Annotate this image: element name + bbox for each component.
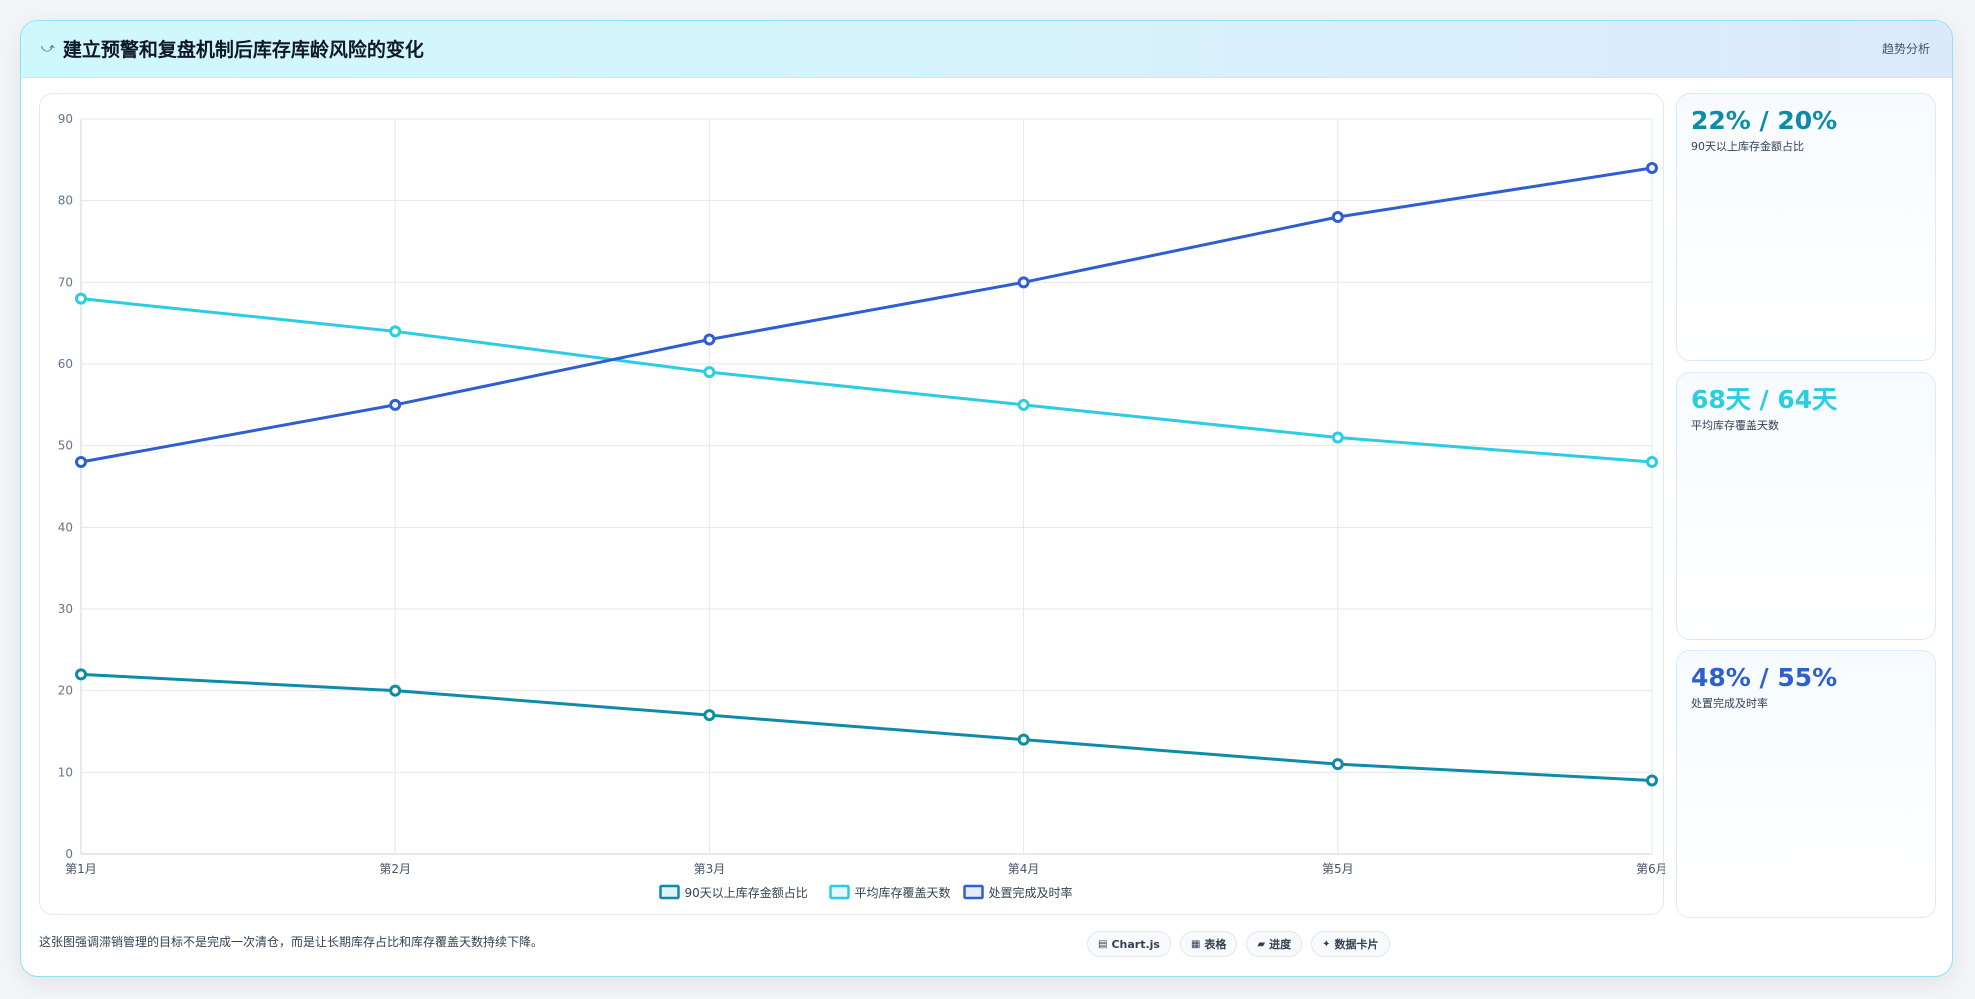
x-tick-label: 第4月 (1008, 862, 1040, 876)
y-tick-label: 90 (58, 112, 73, 126)
chart-type-tag: 趋势分析 (1881, 42, 1930, 56)
x-tick-label: 第5月 (1322, 862, 1354, 876)
legend-label-0: 90天以上库存金额占比 (685, 885, 808, 900)
y-tick-label: 80 (58, 194, 73, 208)
data-point (703, 709, 716, 722)
kpi-card-coverage-days: 68天 / 64天 平均库存覆盖天数 (1676, 372, 1936, 640)
data-point (75, 668, 87, 681)
series-line-0 (80, 672, 1653, 782)
card-header: ⤻ 建立预警和复盘机制后库存库龄风险的变化 趋势分析 (21, 21, 1952, 78)
kpi-label: 90天以上库存金额占比 (1691, 140, 1804, 153)
data-point (389, 398, 402, 411)
x-tick-label: 第3月 (694, 862, 726, 876)
x-tick-label: 第6月 (1636, 862, 1665, 876)
kpi-label: 平均库存覆盖天数 (1691, 419, 1779, 432)
chip-table[interactable]: ▦ 表格 (1179, 931, 1238, 957)
y-tick-label: 60 (58, 357, 73, 371)
data-point (1331, 431, 1344, 444)
y-tick-label: 50 (58, 439, 73, 453)
data-point (1017, 733, 1030, 746)
y-tick-label: 40 (58, 520, 73, 534)
tech-chips: ▤ Chart.js ▦ 表格 ▰ 进度 ✦ 数据卡片 (1087, 931, 1399, 957)
kpi-card-disposal-rate: 48% / 55% 处置完成及时率 (1676, 650, 1936, 918)
progress-icon: ▰ (1257, 938, 1266, 950)
chart-panel: 0 10 20 30 40 50 60 70 80 90 第1月 第2月 第3月 第4月 第5月 第6月 90天… (39, 93, 1665, 915)
footer-note: 这张图强调滞销管理的目标不是完成一次清仓，而是让长期库存占比和库存覆盖天数持续下… (39, 935, 544, 949)
kpi-value: 48% / 55% (1691, 663, 1838, 692)
data-point (1646, 456, 1658, 468)
data-point (1331, 211, 1344, 223)
data-point (389, 325, 402, 338)
data-point (1646, 162, 1658, 174)
kpi-value: 22% / 20% (1691, 106, 1838, 135)
chip-data-card[interactable]: ✦ 数据卡片 (1311, 931, 1390, 957)
kpi-card-aged-inventory: 22% / 20% 90天以上库存金额占比 (1676, 93, 1936, 361)
x-tick-label: 第1月 (65, 862, 97, 876)
data-point (1331, 758, 1344, 771)
series-line-2 (80, 166, 1653, 464)
y-tick-label: 10 (58, 765, 73, 779)
legend-swatch-1 (829, 884, 850, 900)
y-tick-label: 20 (58, 684, 73, 698)
y-tick-label: 70 (58, 275, 73, 289)
page-title: 建立预警和复盘机制后库存库龄风险的变化 (62, 39, 424, 61)
legend-label-2: 处置完成及时率 (989, 885, 1073, 900)
data-point (703, 333, 716, 346)
chartjs-icon: ▤ (1098, 938, 1108, 950)
y-tick-label: 0 (65, 847, 73, 861)
data-point (75, 292, 87, 305)
series-line-1 (80, 297, 1653, 464)
line-chart: 0 10 20 30 40 50 60 70 80 90 第1月 第2月 第3月 第4月 第5月 第6月 90天… (58, 112, 1665, 900)
title-wrap: ⤻ 建立预警和复盘机制后库存库龄风险的变化 (41, 35, 424, 62)
legend-swatch-2 (963, 884, 984, 900)
x-tick-label: 第2月 (379, 862, 411, 876)
chip-label: 数据卡片 (1334, 938, 1379, 951)
chip-label: 进度 (1269, 938, 1292, 951)
kpi-value: 68天 / 64天 (1691, 385, 1838, 414)
y-tick-label: 30 (58, 602, 73, 616)
kpi-label: 处置完成及时率 (1691, 697, 1768, 710)
table-icon: ▦ (1190, 938, 1201, 950)
data-point (703, 366, 716, 379)
chart-line-icon: ⤻ (41, 41, 55, 56)
chip-label: 表格 (1204, 938, 1227, 951)
legend-label-1: 平均库存覆盖天数 (855, 885, 951, 900)
data-point (75, 456, 87, 468)
data-point (389, 684, 402, 697)
data-point (1017, 398, 1030, 411)
data-card-icon: ✦ (1322, 938, 1331, 950)
chip-label: Chart.js (1111, 937, 1160, 951)
data-point (1646, 774, 1658, 787)
chip-chartjs[interactable]: ▤ Chart.js (1087, 931, 1171, 957)
chart-card: ⤻ 建立预警和复盘机制后库存库龄风险的变化 趋势分析 0 10 20 30 40 50 60… (20, 20, 1953, 977)
chip-progress[interactable]: ▰ 进度 (1246, 931, 1303, 957)
data-point (1017, 276, 1030, 289)
legend-swatch-0 (659, 884, 680, 900)
